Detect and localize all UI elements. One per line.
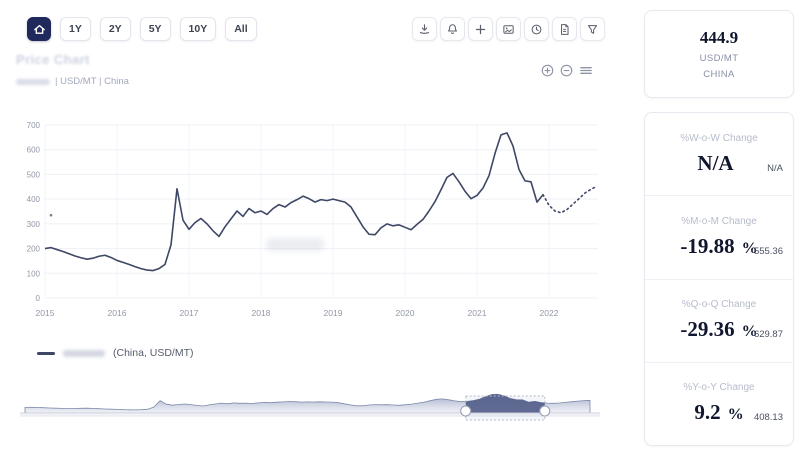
range-selector: 1Y 2Y 5Y 10Y All (27, 17, 257, 41)
bell-icon (447, 23, 458, 34)
svg-text:700: 700 (27, 121, 41, 130)
clock-icon (531, 24, 542, 34)
stat-label: %W-o-W Change (680, 132, 758, 144)
svg-text:200: 200 (27, 245, 41, 254)
stat-value: -29.36 (680, 317, 735, 342)
svg-text:400: 400 (27, 195, 41, 204)
report-button[interactable] (552, 17, 577, 41)
svg-text:2022: 2022 (540, 308, 559, 318)
stat-label: %Y-o-Y Change (683, 382, 755, 394)
current-price-value: 444.9 (699, 28, 739, 47)
menu-button[interactable] (578, 63, 594, 78)
stat-section-mom: %M-o-M Change -19.88 % 555.36 (645, 195, 793, 278)
svg-text:500: 500 (27, 170, 41, 179)
svg-text:100: 100 (27, 269, 41, 278)
current-price-unit: USD/MT (699, 53, 739, 64)
stat-value: 9.2 (694, 400, 721, 425)
range-button-5y[interactable]: 5Y (139, 17, 171, 41)
stat-section-yoy: %Y-o-Y Change 9.2 % 408.13 (645, 361, 793, 445)
zoom-out-icon (560, 64, 573, 77)
stat-section-qoq: %Q-o-Q Change -29.36 % 629.87 (645, 278, 793, 362)
file-icon (561, 23, 569, 35)
svg-text:2019: 2019 (324, 308, 343, 318)
svg-text:0: 0 (36, 294, 41, 303)
filter-button[interactable] (580, 17, 605, 41)
stat-value: -19.88 (680, 233, 735, 258)
range-button-2y[interactable]: 2Y (99, 17, 131, 41)
navigator-handle-right[interactable] (539, 405, 551, 417)
svg-text:300: 300 (27, 220, 41, 229)
chart-controls (540, 63, 594, 78)
home-button[interactable] (27, 17, 51, 41)
svg-text:2015: 2015 (36, 308, 55, 318)
navigator-selection[interactable] (465, 395, 546, 421)
zoom-out-button[interactable] (559, 63, 574, 78)
stat-label: %Q-o-Q Change (681, 299, 757, 311)
chart-toolbar (412, 17, 605, 41)
watermark (266, 238, 324, 251)
range-button-all[interactable]: All (225, 17, 257, 41)
chart-title-block: Price Chart | USD/MT | China (16, 52, 129, 87)
add-button[interactable] (468, 17, 493, 41)
alert-button[interactable] (440, 17, 465, 41)
svg-text:2016: 2016 (108, 308, 127, 318)
navigator-handle-left[interactable] (460, 405, 472, 417)
home-icon (33, 24, 45, 34)
stat-side-value: N/A (767, 162, 783, 174)
stat-section-wow: %W-o-W Change N/A N/A (645, 113, 793, 195)
stat-side-value: 408.13 (753, 412, 783, 424)
download-icon (419, 23, 430, 34)
stat-value: N/A (697, 150, 734, 175)
svg-text:600: 600 (27, 146, 41, 155)
zoom-in-button[interactable] (540, 63, 555, 78)
changes-card: %W-o-W Change N/A N/A %M-o-M Change -19.… (644, 112, 794, 446)
menu-icon (580, 67, 592, 74)
blurred-commodity-name (16, 78, 50, 85)
range-button-1y[interactable]: 1Y (60, 17, 91, 41)
chart-title: Price Chart (16, 52, 90, 67)
legend-label: (China, USD/MT) (113, 347, 194, 359)
stat-unit: % (741, 239, 758, 257)
zoom-in-icon (541, 64, 554, 77)
svg-text:2018: 2018 (252, 308, 271, 318)
legend-swatch (37, 351, 55, 355)
stat-unit: % (727, 406, 744, 424)
legend-item[interactable]: (China, USD/MT) (37, 347, 194, 359)
chart-subtitle: | USD/MT | China (55, 76, 129, 87)
history-button[interactable] (524, 17, 549, 41)
svg-text:2017: 2017 (180, 308, 199, 318)
stat-label: %M-o-M Change (681, 215, 757, 227)
range-button-10y[interactable]: 10Y (179, 17, 217, 41)
stat-unit: % (741, 323, 758, 341)
filter-icon (587, 24, 598, 34)
image-icon (503, 24, 514, 34)
price-chart-svg[interactable]: 2015 2016 2017 2018 2019 2020 2021 2022 700 600 50… (0, 110, 620, 345)
svg-text:2020: 2020 (396, 308, 415, 318)
plus-icon (475, 24, 486, 34)
current-price-card: 444.9 USD/MT CHINA (644, 10, 794, 98)
navigator-svg[interactable] (20, 392, 600, 432)
download-button[interactable] (412, 17, 437, 41)
chart-panel: 1Y 2Y 5Y 10Y All (0, 17, 620, 432)
svg-text:2021: 2021 (468, 308, 487, 318)
blurred-legend-name (63, 349, 105, 357)
stats-panel: 444.9 USD/MT CHINA %W-o-W Change N/A N/A… (644, 0, 794, 452)
stat-side-value: 555.36 (753, 245, 783, 257)
stat-side-value: 629.87 (753, 329, 783, 341)
export-image-button[interactable] (496, 17, 521, 41)
current-price-region: CHINA (703, 69, 735, 80)
